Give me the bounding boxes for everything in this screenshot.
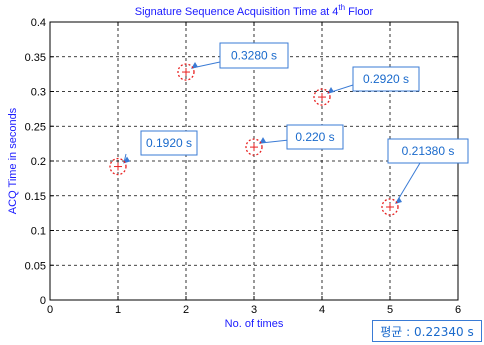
x-tick-label: 3 [251,304,257,316]
callout-box [387,138,469,164]
x-tick-label: 5 [387,304,393,316]
x-tick-label: 2 [183,304,189,316]
data-point-circle [381,198,399,216]
data-points: 0.1920 s 0.3280 s 0.220 s 0.2920 s 0.21380 s [109,42,469,216]
chart-title-superscript: th [338,3,345,12]
callout-arrowhead [327,87,334,95]
y-tick-label: 0.35 [25,52,46,64]
axis-ticks: 0 1 2 3 4 5 6 0 0.05 0.1 0.15 0.2 0.25 0.3 0.35 0.4 [25,17,461,316]
y-tick-label: 0.4 [31,17,46,29]
data-point-circle [109,157,127,176]
y-tick-label: 0.05 [25,260,46,272]
callout-arrow [395,162,421,204]
average-label-box: 평균 : 0.22340 s [372,320,482,342]
y-tick-label: 0.3 [31,87,46,99]
callout-box [140,130,198,156]
x-tick-label: 0 [47,304,53,316]
callout-label: 0.1920 s [146,136,192,150]
chart-title-tail: Floor [345,6,373,18]
y-axis-label: ACQ Time in seconds [7,107,19,214]
callout-label: 0.220 s [295,130,334,144]
callout-label: 0.21380 s [402,144,455,158]
y-tick-label: 0 [40,295,46,307]
y-tick-label: 0.25 [25,121,46,133]
callout-box [219,42,289,69]
x-tick-label: 1 [115,304,121,316]
average-label: 평균 : 0.22340 s [380,324,474,339]
callout-box [286,124,344,150]
data-point-circle [177,63,195,81]
callout-arrowhead [191,62,198,70]
y-tick-label: 0.1 [31,226,46,238]
y-tick-label: 0.15 [25,191,46,203]
callout-arrowhead [395,197,402,205]
callout-label: 0.2920 s [363,72,409,86]
callout-arrow [259,139,290,144]
callout-box [352,66,420,92]
x-axis-label: No. of times [225,318,284,330]
y-tick-label: 0.2 [31,156,46,168]
data-point-circle [313,88,331,106]
chart-title-main: Signature Sequence Acquisition Time at 4 [135,6,339,18]
chart-title: Signature Sequence Acquisition Time at 4… [135,3,374,18]
callout-arrowhead [123,156,130,164]
x-tick-label: 4 [319,304,325,316]
data-point-circle [245,138,263,156]
x-tick-label: 6 [455,304,461,316]
callout-label: 0.3280 s [231,49,277,63]
